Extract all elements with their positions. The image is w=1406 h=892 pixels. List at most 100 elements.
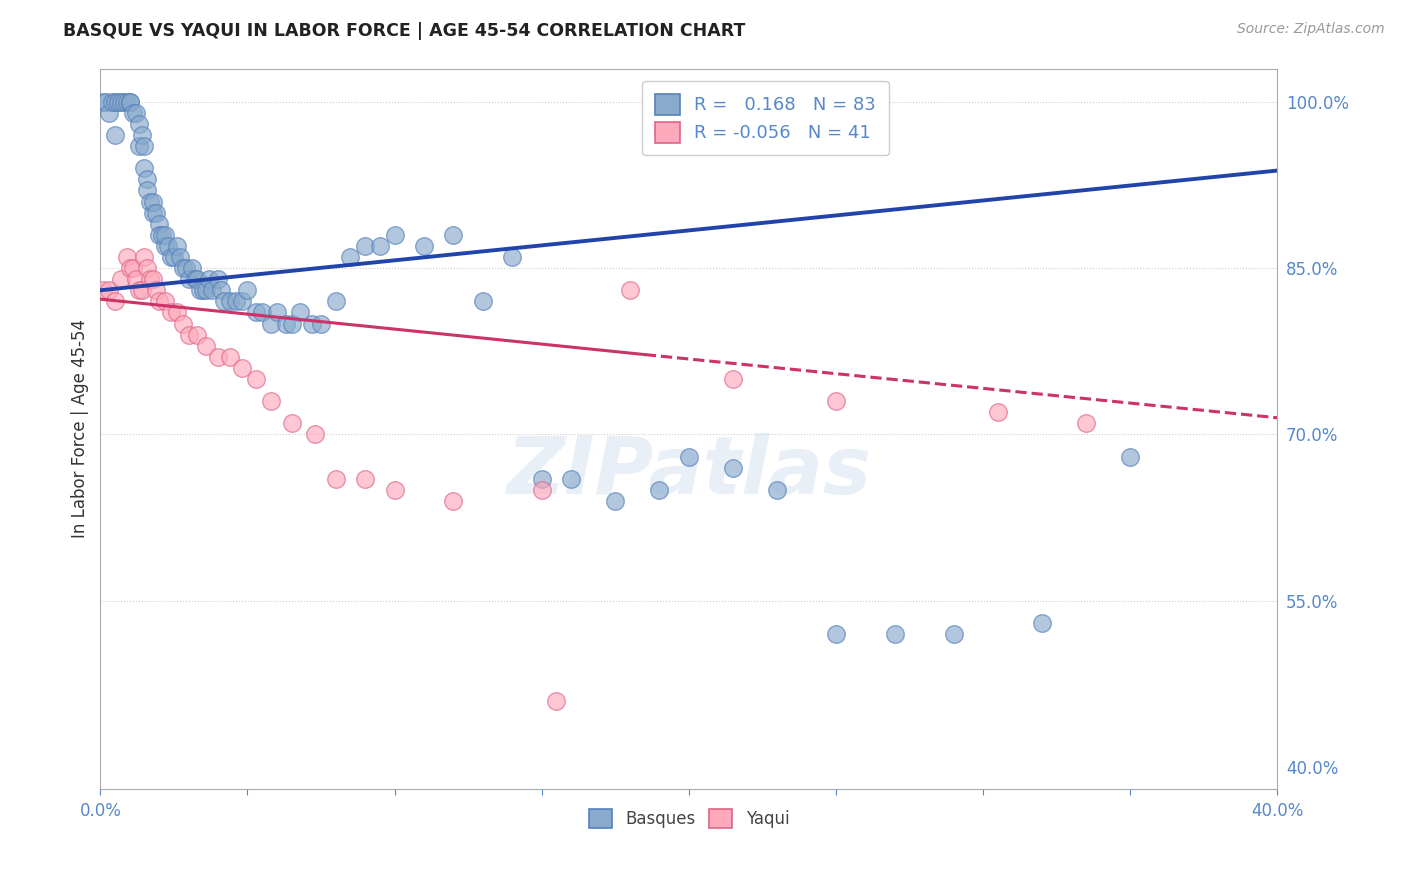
Point — [501, 250, 523, 264]
Point — [225, 294, 247, 309]
Point — [115, 250, 138, 264]
Point — [110, 272, 132, 286]
Point — [1076, 417, 1098, 431]
Point — [721, 372, 744, 386]
Point — [177, 327, 200, 342]
Point — [148, 217, 170, 231]
Point — [148, 227, 170, 242]
Point — [134, 250, 156, 264]
Point — [124, 106, 146, 120]
Point — [104, 294, 127, 309]
Point — [172, 261, 194, 276]
Point — [304, 427, 326, 442]
Point — [443, 227, 465, 242]
Point — [207, 350, 229, 364]
Point — [825, 394, 848, 409]
Point — [209, 283, 232, 297]
Point — [384, 227, 406, 242]
Point — [157, 239, 180, 253]
Point — [218, 294, 240, 309]
Point — [245, 372, 267, 386]
Point — [325, 472, 347, 486]
Point — [530, 483, 553, 497]
Point — [325, 294, 347, 309]
Point — [443, 494, 465, 508]
Point — [619, 283, 641, 297]
Point — [134, 161, 156, 176]
Point — [136, 184, 159, 198]
Point — [883, 627, 905, 641]
Point — [104, 128, 127, 142]
Point — [231, 294, 253, 309]
Point — [166, 239, 188, 253]
Point — [186, 327, 208, 342]
Point — [274, 317, 297, 331]
Point — [118, 261, 141, 276]
Point — [180, 261, 202, 276]
Point — [384, 483, 406, 497]
Point — [195, 283, 218, 297]
Point — [546, 693, 568, 707]
Point — [825, 627, 848, 641]
Point — [245, 305, 267, 319]
Point — [354, 239, 377, 253]
Point — [231, 360, 253, 375]
Point — [128, 117, 150, 131]
Point — [198, 272, 221, 286]
Y-axis label: In Labor Force | Age 45-54: In Labor Force | Age 45-54 — [72, 319, 89, 539]
Point — [648, 483, 671, 497]
Point — [131, 283, 153, 297]
Point — [91, 95, 114, 109]
Point — [124, 272, 146, 286]
Point — [107, 95, 129, 109]
Point — [98, 106, 121, 120]
Point — [1031, 615, 1053, 630]
Point — [118, 95, 141, 109]
Point — [139, 272, 162, 286]
Point — [128, 283, 150, 297]
Point — [195, 339, 218, 353]
Point — [368, 239, 391, 253]
Point — [145, 205, 167, 219]
Point — [150, 227, 173, 242]
Point — [148, 294, 170, 309]
Point — [101, 95, 124, 109]
Point — [280, 317, 302, 331]
Point — [91, 283, 114, 297]
Point — [121, 106, 143, 120]
Text: BASQUE VS YAQUI IN LABOR FORCE | AGE 45-54 CORRELATION CHART: BASQUE VS YAQUI IN LABOR FORCE | AGE 45-… — [63, 22, 745, 40]
Point — [721, 460, 744, 475]
Point — [212, 294, 235, 309]
Point — [309, 317, 332, 331]
Point — [260, 394, 283, 409]
Point — [207, 272, 229, 286]
Point — [186, 272, 208, 286]
Point — [190, 283, 212, 297]
Point — [121, 261, 143, 276]
Point — [766, 483, 789, 497]
Point — [183, 272, 205, 286]
Point — [139, 194, 162, 209]
Point — [98, 283, 121, 297]
Point — [115, 95, 138, 109]
Point — [413, 239, 436, 253]
Point — [290, 305, 312, 319]
Point — [96, 95, 118, 109]
Point — [987, 405, 1010, 419]
Point — [236, 283, 259, 297]
Point — [193, 283, 215, 297]
Point — [136, 172, 159, 186]
Point — [560, 472, 582, 486]
Point — [153, 294, 176, 309]
Point — [142, 272, 165, 286]
Point — [160, 305, 183, 319]
Point — [471, 294, 494, 309]
Point — [280, 417, 302, 431]
Point — [110, 95, 132, 109]
Point — [163, 250, 186, 264]
Point — [128, 139, 150, 153]
Point — [605, 494, 627, 508]
Point — [160, 250, 183, 264]
Point — [266, 305, 288, 319]
Point — [136, 261, 159, 276]
